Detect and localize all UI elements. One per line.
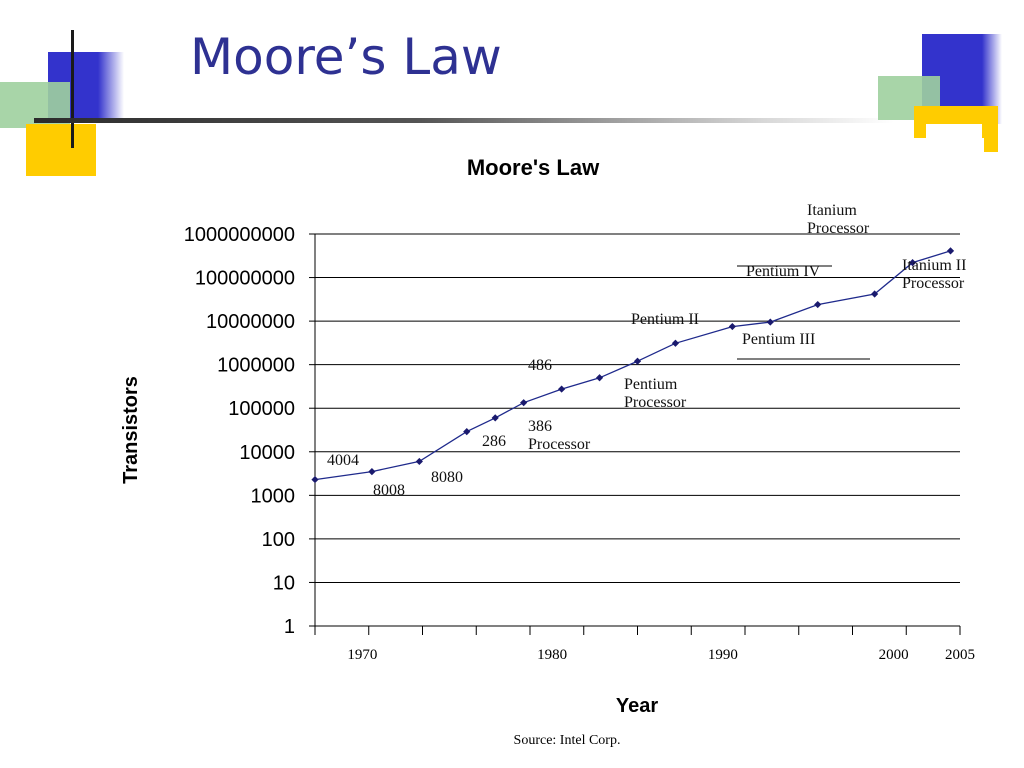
data-point: [766, 318, 774, 326]
x-tick-label: 1990: [708, 647, 738, 663]
annotation-label: Pentium IV: [746, 263, 821, 280]
y-tick-label: 10: [273, 572, 295, 594]
y-axis-label: Transistors: [120, 376, 142, 484]
y-tick-label: 10000000: [206, 311, 295, 333]
annotation-label: Pentium: [624, 376, 678, 393]
data-point: [368, 468, 376, 476]
slide-title: Moore’s Law: [190, 28, 502, 86]
deco-vertical-line-left: [71, 30, 74, 148]
y-tick-label: 100000000: [195, 268, 295, 290]
annotation-label: 286: [482, 433, 506, 450]
y-tick-label: 1000000: [217, 355, 295, 377]
series-line: [314, 250, 951, 481]
data-point: [908, 259, 917, 267]
data-point: [946, 247, 955, 255]
annotation-label: Itanium: [807, 202, 857, 219]
annotation-label: Processor: [528, 436, 591, 453]
annotation-label: 8080: [431, 469, 463, 486]
source-note: Source: Intel Corp.: [514, 733, 621, 748]
series-transistors: [311, 247, 955, 484]
y-tick-label: 100000: [228, 398, 295, 420]
annotation-label: 8008: [373, 482, 405, 499]
chart-background: [104, 138, 984, 760]
deco-blue-square-left-shadow: [98, 52, 124, 118]
annotation-label: 4004: [327, 452, 359, 469]
annotation-label: 486: [528, 357, 552, 374]
x-axis-label: Year: [616, 695, 658, 717]
y-tick-label: 1000: [251, 485, 296, 507]
annotation-label: 386: [528, 418, 552, 435]
x-tick-label: 1980: [537, 647, 567, 663]
x-tick-label: 2005: [945, 647, 975, 663]
annotation-label: Processor: [624, 394, 687, 411]
annotation-label: Pentium II: [631, 311, 699, 328]
data-point: [728, 322, 736, 331]
annotation-label: Itanium II: [902, 257, 966, 274]
annotation-label: Processor: [902, 275, 965, 292]
y-tick-labels: 1 10 100 1000 10000 100000 1000000 10000000 1000…: [184, 224, 295, 638]
deco-blue-square-right-shadow: [982, 34, 1002, 124]
data-point: [520, 399, 528, 407]
data-point: [814, 300, 822, 309]
data-point: [595, 374, 604, 382]
x-tick-label: 1970: [347, 647, 377, 663]
y-tick-label: 1000000000: [184, 224, 295, 246]
data-point: [491, 414, 499, 422]
data-point: [671, 339, 680, 347]
x-tick-label: 2000: [879, 647, 909, 663]
data-point: [558, 385, 566, 393]
data-point: [871, 290, 879, 298]
annotations: 400480088080286386Processor486PentiumPro…: [327, 202, 966, 499]
deco-yellow-square-left: [26, 124, 96, 176]
chart-title: Moore's Law: [467, 155, 600, 180]
y-tick-label: 1: [284, 616, 295, 638]
y-tick-label: 10000: [239, 442, 295, 464]
data-point: [415, 457, 423, 466]
x-tick-labels: 1970 1980 1990 2000 2005: [347, 647, 975, 663]
data-point: [463, 428, 471, 436]
data-point: [311, 475, 319, 484]
y-tick-label: 100: [262, 529, 295, 551]
title-underline: [34, 118, 894, 123]
annotation-strokes: [737, 265, 870, 360]
annotation-label: Pentium III: [742, 331, 815, 348]
annotation-label: Processor: [807, 220, 870, 237]
data-point: [633, 357, 642, 365]
